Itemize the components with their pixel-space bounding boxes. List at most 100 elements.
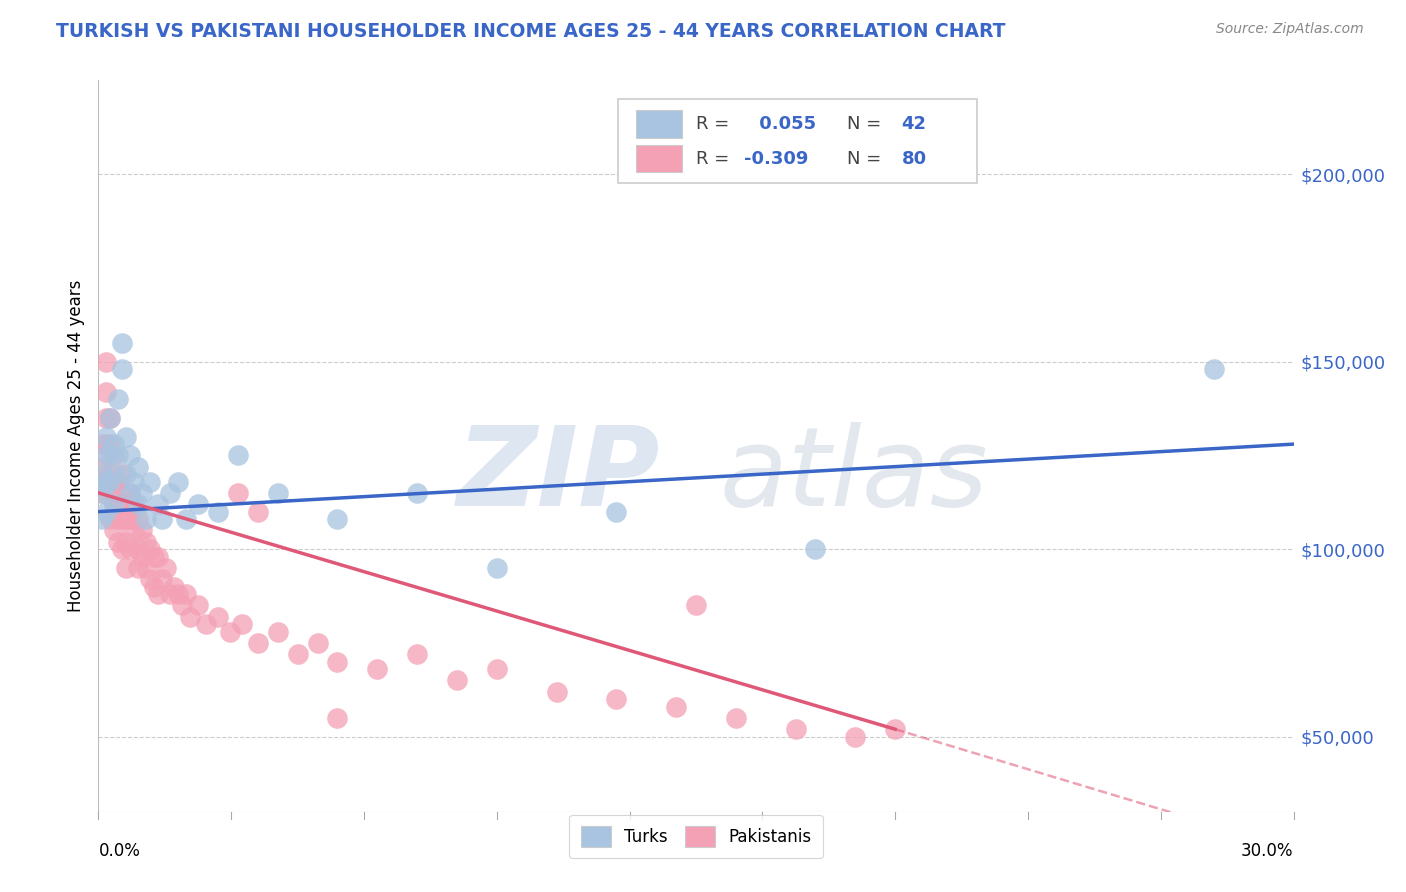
Point	[103, 524, 125, 538]
Point	[307, 636, 329, 650]
Point	[546, 684, 568, 698]
Point	[143, 549, 166, 564]
Point	[685, 599, 707, 613]
Legend: Turks, Pakistanis: Turks, Pakistanis	[569, 814, 823, 858]
Point	[98, 437, 122, 451]
Text: ZIP: ZIP	[457, 422, 661, 529]
Point	[96, 384, 118, 399]
Point	[127, 459, 149, 474]
Point	[98, 449, 122, 463]
Point	[187, 599, 209, 613]
Point	[485, 561, 508, 575]
Point	[150, 512, 173, 526]
Point	[124, 475, 146, 489]
Point	[226, 486, 249, 500]
Point	[150, 572, 173, 586]
Point	[159, 587, 181, 601]
Point	[844, 730, 866, 744]
Text: N =: N =	[846, 115, 880, 133]
Point	[111, 362, 134, 376]
Point	[143, 580, 166, 594]
Point	[665, 699, 688, 714]
Point	[1202, 362, 1225, 376]
Point	[120, 542, 142, 557]
Point	[107, 475, 129, 489]
Point	[605, 505, 627, 519]
Point	[124, 497, 146, 511]
Point	[174, 512, 197, 526]
Point	[287, 647, 309, 661]
Point	[107, 512, 129, 526]
Text: R =: R =	[696, 150, 730, 168]
Point	[115, 534, 138, 549]
Point	[111, 335, 134, 350]
Point	[605, 692, 627, 706]
Point	[91, 467, 114, 482]
Point	[131, 549, 153, 564]
Point	[267, 486, 290, 500]
Text: 30.0%: 30.0%	[1241, 842, 1294, 860]
Point	[91, 486, 114, 500]
Point	[135, 534, 157, 549]
Text: -0.309: -0.309	[744, 150, 808, 168]
Point	[98, 467, 122, 482]
Point	[111, 467, 134, 482]
Point	[179, 609, 201, 624]
Point	[246, 636, 269, 650]
Point	[148, 497, 170, 511]
Point	[326, 655, 349, 669]
Point	[127, 497, 149, 511]
Point	[326, 711, 349, 725]
Point	[127, 542, 149, 557]
Point	[115, 497, 138, 511]
Point	[107, 497, 129, 511]
Point	[207, 505, 229, 519]
Point	[366, 662, 388, 676]
Point	[446, 673, 468, 688]
Point	[96, 475, 118, 489]
Point	[131, 486, 153, 500]
Point	[406, 486, 429, 500]
Point	[267, 624, 290, 639]
Point	[124, 524, 146, 538]
Point	[96, 429, 118, 443]
Point	[120, 486, 142, 500]
Point	[96, 449, 118, 463]
Point	[135, 512, 157, 526]
Point	[219, 624, 242, 639]
Text: 80: 80	[901, 150, 927, 168]
Point	[207, 609, 229, 624]
Point	[139, 475, 162, 489]
Point	[187, 497, 209, 511]
Point	[103, 449, 125, 463]
Point	[127, 561, 149, 575]
FancyBboxPatch shape	[637, 111, 682, 138]
Point	[148, 549, 170, 564]
Point	[96, 354, 118, 368]
Point	[163, 580, 186, 594]
Y-axis label: Householder Income Ages 25 - 44 years: Householder Income Ages 25 - 44 years	[66, 280, 84, 612]
Point	[103, 497, 125, 511]
Text: R =: R =	[696, 115, 730, 133]
Text: N =: N =	[846, 150, 880, 168]
Point	[98, 486, 122, 500]
Point	[96, 475, 118, 489]
Point	[111, 512, 134, 526]
Point	[107, 449, 129, 463]
Text: Source: ZipAtlas.com: Source: ZipAtlas.com	[1216, 22, 1364, 37]
Point	[246, 505, 269, 519]
Point	[98, 410, 122, 425]
Point	[111, 542, 134, 557]
Text: 0.055: 0.055	[754, 115, 817, 133]
Point	[785, 722, 807, 736]
Point	[115, 467, 138, 482]
Point	[91, 512, 114, 526]
Point	[159, 486, 181, 500]
Point	[167, 475, 190, 489]
Point	[103, 437, 125, 451]
Point	[115, 512, 138, 526]
Point	[96, 410, 118, 425]
Point	[107, 392, 129, 406]
Point	[226, 449, 249, 463]
Point	[148, 587, 170, 601]
